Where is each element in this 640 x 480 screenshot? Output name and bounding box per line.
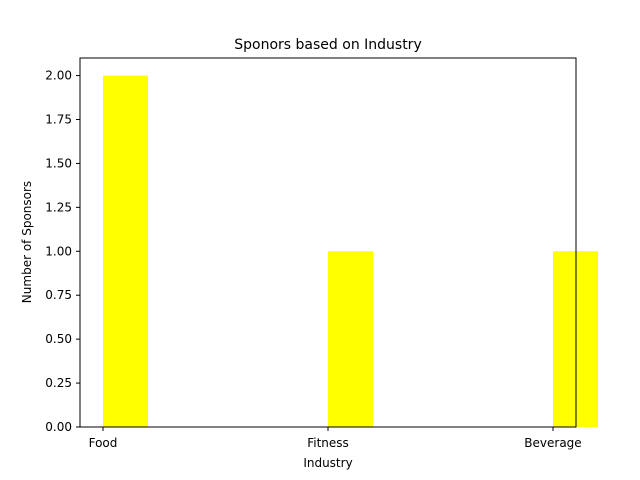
- y-tick-label: 1.00: [45, 244, 72, 258]
- y-axis-label: Number of Sponsors: [20, 181, 34, 303]
- y-tick-label: 2.00: [45, 69, 72, 83]
- y-tick-label: 0.50: [45, 332, 72, 346]
- x-tick-label-beverage: Beverage: [524, 436, 581, 450]
- x-tick-label-food: Food: [89, 436, 118, 450]
- x-axis-label: Industry: [303, 456, 352, 470]
- x-axis: Food Fitness Beverage: [89, 427, 582, 450]
- bar-food: [103, 75, 148, 428]
- y-tick-label: 1.75: [45, 113, 72, 127]
- chart-title: Sponors based on Industry: [234, 37, 421, 53]
- y-tick-label: 0.25: [45, 376, 72, 390]
- x-tick-label-fitness: Fitness: [307, 436, 349, 450]
- y-tick-label: 1.25: [45, 200, 72, 214]
- y-tick-label: 1.50: [45, 156, 72, 170]
- y-axis: 0.00 0.25 0.50 0.75 1.00 1.25 1.50 1.75 2.00: [45, 69, 80, 434]
- y-tick-label: 0.75: [45, 288, 72, 302]
- plot-area: [103, 75, 598, 428]
- bar-fitness: [328, 251, 373, 427]
- y-tick-label: 0.00: [45, 420, 72, 434]
